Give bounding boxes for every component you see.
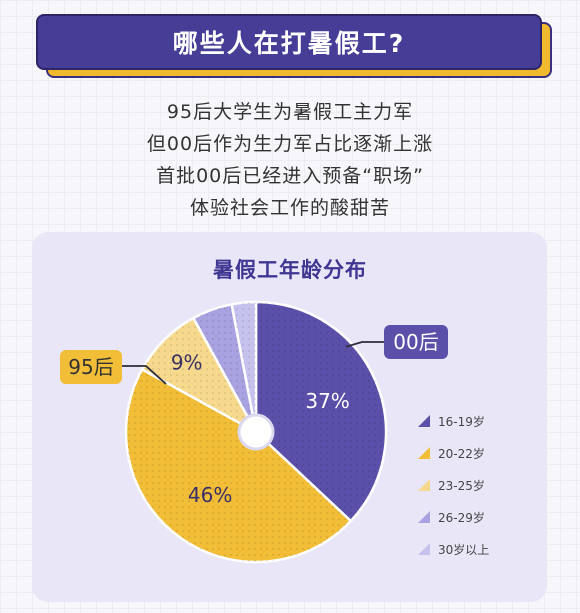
pie-slice-texture <box>125 369 351 563</box>
legend-item-30-plus: 30岁以上 <box>418 540 489 558</box>
title-banner: 哪些人在打暑假工? <box>36 14 542 70</box>
pie-slice-texture <box>142 318 256 432</box>
callout-label-00: 00后 <box>393 330 438 354</box>
intro-line: 95后大学生为暑假工主力军 <box>166 101 414 123</box>
legend-label: 26-29岁 <box>438 510 485 525</box>
data-label-16-19: 37% <box>305 389 349 413</box>
legend-swatch-icon <box>418 447 430 459</box>
chart-legend: 16-19岁 20-22岁 23-25岁 26-29岁 30岁以上 <box>418 412 489 572</box>
intro-line: 体验社会工作的酸甜苦 <box>189 197 390 219</box>
intro-line: 首批00后已经进入预备“职场” <box>156 165 424 187</box>
pie-slice-texture <box>231 302 256 432</box>
legend-label: 20-22岁 <box>438 446 485 461</box>
legend-swatch-icon <box>418 543 430 555</box>
legend-swatch-icon <box>418 479 430 491</box>
intro-line: 但00后作为生力军占比逐渐上涨 <box>146 133 434 155</box>
callout-box-95 <box>60 350 122 384</box>
callout-box-00 <box>384 325 448 359</box>
callout-label-95: 95后 <box>68 355 113 379</box>
data-label-20-22: 46% <box>188 483 232 507</box>
legend-item-26-29: 26-29岁 <box>418 508 489 526</box>
donut-hole <box>237 413 275 451</box>
intro-text: 95后大学生为暑假工主力军 但00后作为生力军占比逐渐上涨 首批00后已经进入预… <box>0 96 580 224</box>
legend-label: 23-25岁 <box>438 478 485 493</box>
page-title: 哪些人在打暑假工? <box>172 29 406 58</box>
pie-slice-texture <box>256 302 387 521</box>
legend-item-16-19: 16-19岁 <box>418 412 489 430</box>
legend-item-23-25: 23-25岁 <box>418 476 489 494</box>
legend-label: 16-19岁 <box>438 414 485 429</box>
legend-swatch-icon <box>418 511 430 523</box>
legend-label: 30岁以上 <box>438 542 490 557</box>
data-label-23-25: 9% <box>171 351 203 375</box>
chart-title: 暑假工年龄分布 <box>213 258 367 282</box>
callout-line-95 <box>112 365 167 385</box>
legend-item-20-22: 20-22岁 <box>418 444 489 462</box>
legend-swatch-icon <box>418 415 430 427</box>
pie-slice-texture <box>193 304 256 432</box>
